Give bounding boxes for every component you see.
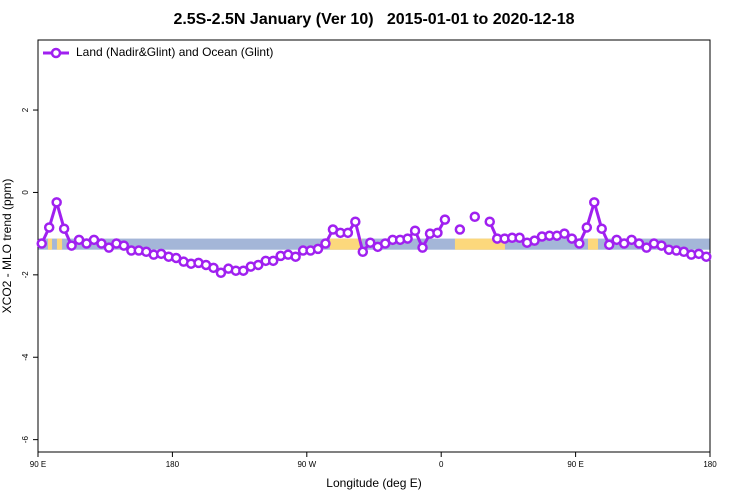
point (43, 222, 55, 233)
point (701, 251, 712, 262)
point (574, 238, 585, 249)
point (290, 251, 301, 262)
land-band (329, 238, 363, 250)
point (559, 228, 570, 239)
point (36, 238, 47, 249)
legend-label: Land (Nadir&Glint) and Ocean (Glint) (76, 45, 273, 59)
x-tick-label: 0 (439, 460, 444, 469)
land-band (454, 238, 505, 250)
x-tick-label: 90 E (567, 460, 583, 469)
point (656, 240, 667, 251)
y-tick-label: 2 (21, 107, 30, 112)
point (566, 233, 578, 244)
point (529, 235, 540, 246)
legend-marker (50, 47, 62, 59)
point (409, 225, 421, 237)
point (454, 224, 466, 235)
point (342, 227, 354, 239)
point (253, 259, 264, 271)
point (484, 216, 495, 227)
x-tick-label: 90 E (30, 460, 46, 469)
land-band (56, 238, 63, 250)
point (58, 223, 70, 234)
y-tick-label: 0 (21, 190, 30, 195)
point (51, 197, 62, 208)
point (208, 262, 219, 274)
point (603, 239, 615, 251)
point (596, 223, 607, 234)
point (238, 265, 249, 276)
point (267, 255, 279, 267)
point (589, 197, 600, 208)
point (357, 246, 369, 258)
x-tick-label: 180 (166, 460, 180, 469)
x-axis-label: Longitude (deg E) (326, 476, 421, 490)
point (641, 242, 652, 253)
point (350, 216, 361, 227)
x-tick-label: 90 W (297, 460, 316, 469)
point (439, 214, 451, 225)
point (417, 242, 428, 253)
point (469, 211, 481, 222)
land-band (48, 238, 53, 250)
point (633, 238, 645, 249)
point (118, 240, 130, 251)
series-line (40, 196, 707, 275)
y-tick-label: -6 (21, 436, 30, 444)
point (312, 243, 324, 255)
point (581, 222, 593, 233)
point (103, 242, 115, 253)
point (215, 267, 227, 279)
chart-title: 2.5S-2.5N January (Ver 10) 2015-01-01 to… (173, 11, 574, 28)
x-tick-label: 180 (703, 460, 717, 469)
y-tick-label: -4 (21, 353, 30, 361)
land-band (587, 238, 598, 250)
point (432, 227, 443, 239)
point (96, 238, 107, 249)
y-axis-label: XCO2 - MLO trend (ppm) (0, 179, 14, 314)
point (365, 237, 376, 248)
point (402, 233, 413, 244)
y-tick-label: -2 (21, 271, 30, 279)
point (514, 232, 525, 244)
point (320, 238, 331, 249)
point (66, 240, 77, 251)
